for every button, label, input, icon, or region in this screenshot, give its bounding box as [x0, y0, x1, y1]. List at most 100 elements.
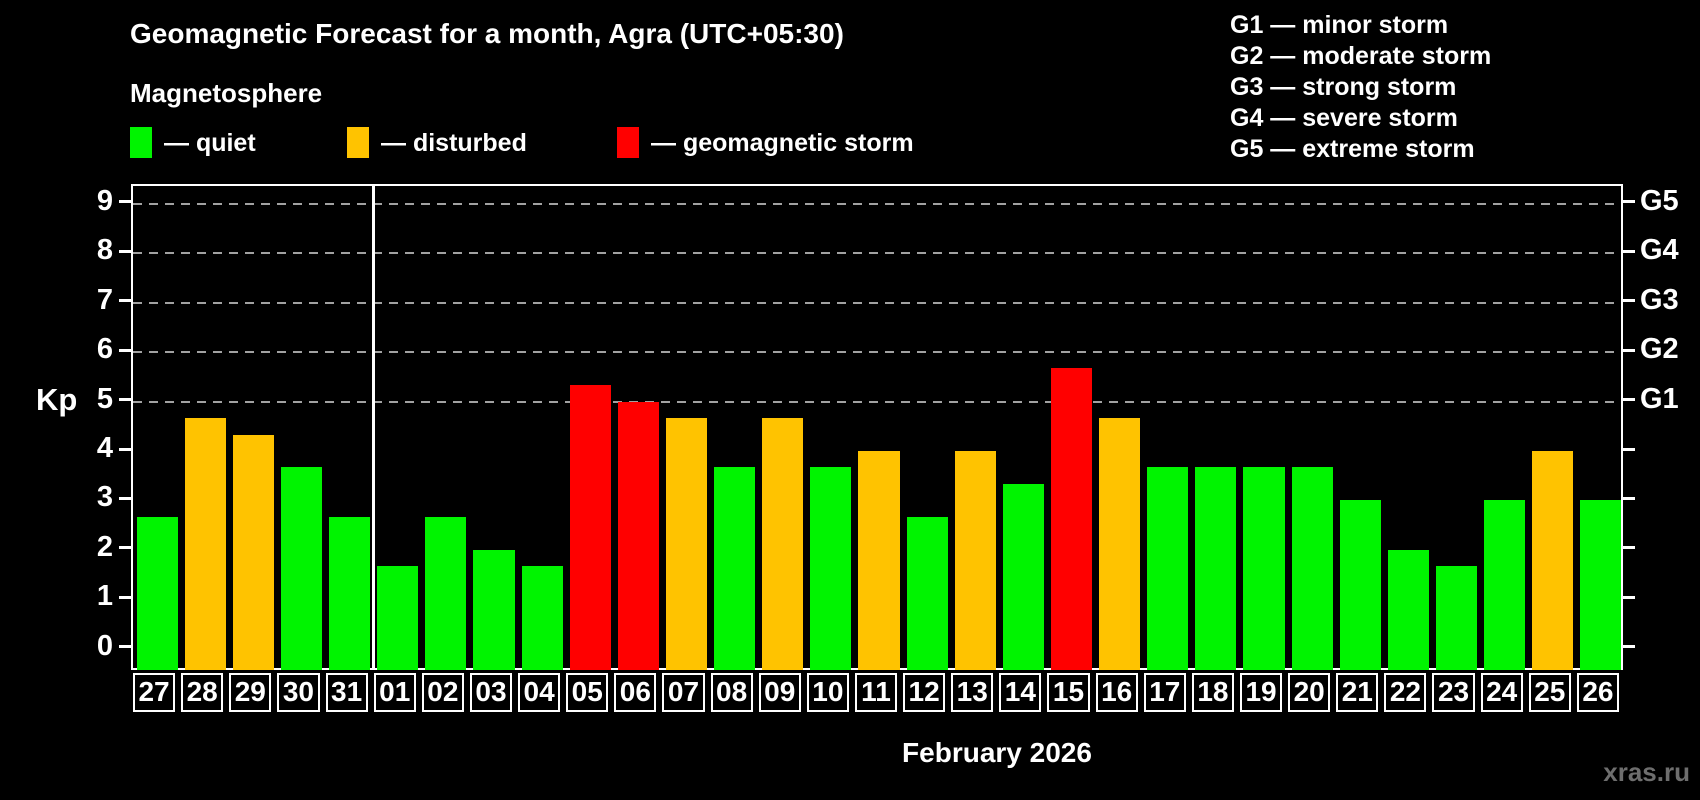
date-label-19: 19: [1239, 673, 1283, 712]
y-tick-4: [119, 447, 131, 451]
date-label-08: 08: [710, 673, 753, 712]
kp-bar-day-01: [377, 566, 419, 670]
date-label-14: 14: [999, 673, 1042, 712]
date-label-31: 31: [325, 673, 368, 712]
kp-bar-day-09: [762, 417, 804, 670]
right-tick-1: [1623, 595, 1635, 599]
kp-bar-day-19: [1243, 467, 1285, 670]
date-label-28: 28: [181, 673, 224, 712]
right-tick-7: [1623, 299, 1635, 303]
y-tick-label-2: 2: [96, 530, 113, 563]
kp-bar-day-29: [232, 434, 274, 670]
right-tick-2: [1623, 546, 1635, 550]
storm-scale-g2: G2 — moderate storm: [1230, 42, 1492, 70]
date-label-01: 01: [373, 673, 416, 712]
gridline-kp9: [133, 202, 1621, 205]
gridline-kp7: [133, 301, 1621, 304]
y-tick-label-0: 0: [96, 629, 113, 662]
y-tick-6: [119, 348, 131, 352]
y-tick-5: [119, 398, 131, 402]
kp-bar-day-26: [1580, 500, 1622, 670]
kp-bar-day-15: [1050, 368, 1093, 670]
y-tick-label-5: 5: [96, 382, 113, 415]
gridline-kp6: [133, 351, 1621, 354]
page-title: Geomagnetic Forecast for a month, Agra (…: [130, 18, 844, 49]
y-tick-9: [119, 200, 131, 204]
right-axis-label-g4: G4: [1640, 234, 1679, 267]
y-tick-label-7: 7: [96, 283, 113, 316]
right-tick-9: [1623, 200, 1635, 204]
right-axis-label-g5: G5: [1640, 184, 1679, 217]
month-caption: February 2026: [902, 737, 1092, 768]
kp-bar-day-12: [906, 516, 948, 670]
y-tick-2: [119, 546, 131, 550]
kp-bar-day-20: [1291, 467, 1333, 670]
kp-bar-day-10: [810, 467, 852, 670]
gridline-kp5: [133, 400, 1621, 403]
watermark: xras.ru: [1603, 757, 1690, 787]
right-axis-label-g1: G1: [1640, 382, 1679, 415]
storm-scale-legend: G1 — minor storm G2 — moderate storm G3 …: [1230, 10, 1491, 165]
date-label-30: 30: [277, 673, 320, 712]
legend-label-storm: — geomagnetic storm: [651, 129, 914, 157]
right-tick-0: [1623, 645, 1635, 649]
kp-bar-day-03: [473, 549, 515, 670]
date-label-12: 12: [903, 673, 946, 712]
date-label-18: 18: [1191, 673, 1234, 712]
date-label-07: 07: [662, 673, 705, 712]
right-tick-3: [1623, 496, 1635, 500]
date-label-03: 03: [469, 673, 513, 712]
y-tick-label-1: 1: [96, 580, 113, 613]
date-label-13: 13: [951, 673, 994, 712]
kp-bar-day-23: [1435, 566, 1478, 670]
date-label-09: 09: [758, 673, 801, 712]
gridline-kp8: [133, 252, 1621, 255]
kp-bar-day-28: [184, 417, 226, 670]
y-tick-0: [119, 645, 131, 649]
y-tick-3: [119, 496, 131, 500]
kp-bar-day-02: [425, 516, 467, 670]
date-label-25: 25: [1528, 673, 1571, 712]
y-tick-7: [119, 299, 131, 303]
chart-subtitle: Magnetosphere: [130, 78, 323, 108]
kp-bar-day-17: [1147, 467, 1189, 670]
kp-bar-day-24: [1484, 500, 1526, 670]
kp-bar-day-14: [1002, 484, 1044, 670]
kp-bar-day-16: [1099, 417, 1141, 670]
storm-color-swatch: [617, 127, 639, 158]
date-label-24: 24: [1480, 673, 1523, 712]
date-label-20: 20: [1288, 673, 1331, 712]
right-tick-5: [1623, 398, 1635, 402]
y-tick-label-9: 9: [96, 184, 113, 217]
kp-bar-day-25: [1532, 451, 1574, 670]
y-tick-label-3: 3: [96, 481, 113, 514]
kp-bar-day-13: [954, 451, 996, 670]
legend-label-disturbed: — disturbed: [381, 129, 527, 157]
date-label-17: 17: [1143, 673, 1186, 712]
kp-bar-day-06: [617, 401, 659, 670]
legend-label-quiet: — quiet: [164, 129, 256, 157]
date-label-27: 27: [133, 673, 176, 712]
date-label-05: 05: [566, 673, 609, 712]
kp-bar-day-11: [858, 451, 900, 670]
date-label-26: 26: [1576, 673, 1619, 712]
storm-scale-g1: G1 — minor storm: [1230, 11, 1449, 39]
kp-bar-day-30: [280, 467, 322, 670]
date-label-21: 21: [1336, 673, 1379, 712]
plot-area: [131, 184, 1623, 670]
storm-scale-g3: G3 — strong storm: [1230, 73, 1457, 101]
date-label-22: 22: [1384, 673, 1427, 712]
y-tick-1: [119, 595, 131, 599]
month-separator-line: [372, 186, 376, 668]
right-tick-8: [1623, 249, 1635, 253]
disturbed-color-swatch: [347, 127, 369, 158]
date-label-02: 02: [421, 673, 464, 712]
kp-bar-day-08: [714, 467, 756, 670]
date-label-11: 11: [854, 673, 898, 712]
kp-bar-day-22: [1387, 549, 1429, 670]
y-tick-label-4: 4: [96, 432, 113, 464]
y-axis-title: Kp: [36, 382, 78, 417]
y-tick-label-6: 6: [96, 333, 113, 366]
date-label-15: 15: [1047, 673, 1090, 712]
kp-bar-day-27: [136, 516, 178, 670]
